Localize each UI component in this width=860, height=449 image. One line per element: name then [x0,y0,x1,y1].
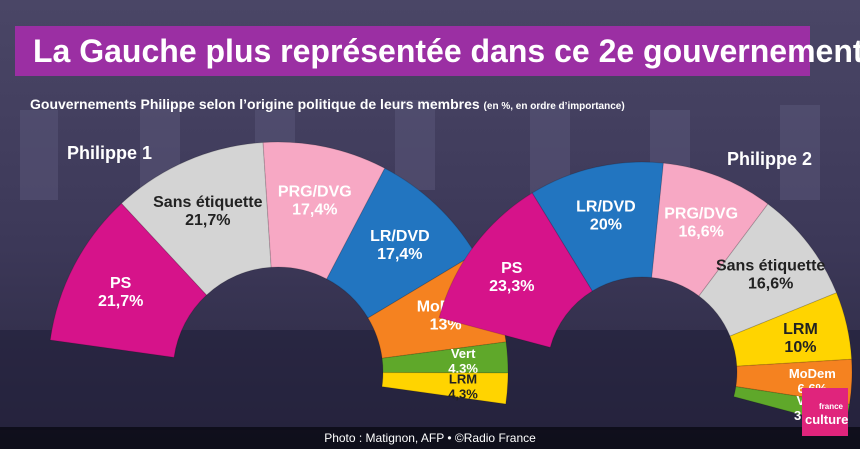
chart-1-label-sans-tiquette: Sans étiquette 21,7% [153,194,262,229]
chart-1-slice-ps [49,202,208,358]
chart-2-slice-ps [438,192,594,349]
chart-1-slice-vert [381,341,509,374]
chart-title: La Gauche plus représentée dans ce 2e go… [33,32,860,69]
chart-2-slice-lrm [729,292,853,367]
chart-1-slice-sans-tiquette [120,141,272,296]
chart-2-slice-prg-dvg [651,162,769,297]
chart-1-label-vert: Vert 4,3% [448,346,478,376]
chart-1-label-ps: PS 21,7% [98,275,143,310]
subtitle-text: Gouvernements Philippe selon l’origine p… [30,96,480,112]
chart-2-slice-sans-tiquette [698,203,838,337]
chart-2-label-lr-dvd: LR/DVD 20% [576,199,636,234]
france-culture-logo: france culture [802,388,848,436]
chart-2-slice-lr-dvd [531,161,664,292]
chart-2-title: Philippe 2 [727,149,813,169]
chart-1-label-prg-dvg: PRG/DVG 17,4% [278,183,352,218]
chart-2-label-sans-tiquette: Sans étiquette 16,6% [716,258,825,293]
photo-credit: Photo : Matignon, AFP • ©Radio France [0,427,860,449]
chart-2-label-ps: PS 23,3% [489,260,534,295]
chart-2-label-prg-dvg: PRG/DVG 16,6% [664,206,738,241]
title-banner: La Gauche plus représentée dans ce 2e go… [15,26,860,76]
chart-1-label-lr-dvd: LR/DVD 17,4% [370,228,430,263]
chart-1-slice-prg-dvg [262,141,386,280]
chart-subtitle: Gouvernements Philippe selon l’origine p… [30,96,625,112]
chart-1-slice-lrm [381,371,509,405]
chart-2-label-lrm: LRM 10% [783,321,818,356]
logo-text-main: culture [805,412,849,427]
logo-text-top: france [818,402,843,411]
chart-1-title: Philippe 1 [67,143,153,163]
subtitle-note: (en %, en ordre d’importance) [483,101,625,112]
chart-1-label-lrm: LRM 4,3% [448,371,478,401]
